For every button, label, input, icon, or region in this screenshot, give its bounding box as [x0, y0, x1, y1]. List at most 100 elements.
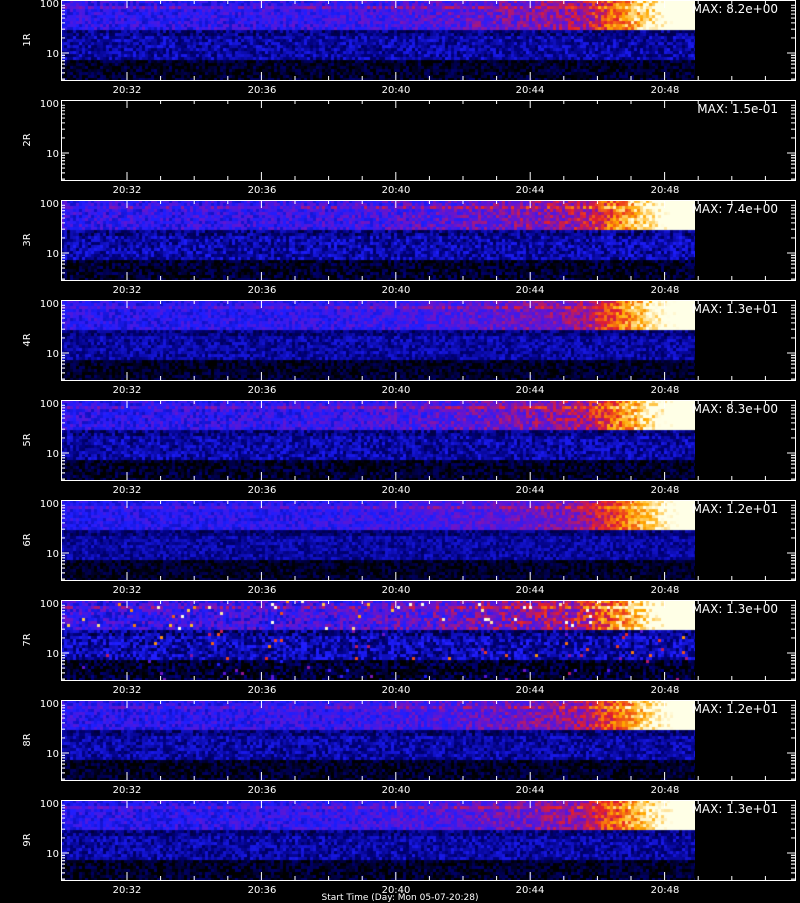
x-tick-label: 20:36 — [248, 685, 277, 696]
panel-9R: 100 10 9R 20:32 20:36 20:40 20:44 20:48 MAX: 1.3… — [0, 799, 800, 900]
plot-frame — [61, 400, 796, 481]
x-tick-label: 20:44 — [516, 585, 545, 596]
panel-label: 4R — [22, 333, 33, 346]
x-tick-label: 20:48 — [651, 385, 680, 396]
x-tick-label: 20:40 — [382, 85, 411, 96]
x-tick-label: 20:44 — [516, 685, 545, 696]
panel-7R: 100 10 7R 20:32 20:36 20:40 20:44 20:48 MAX: 1.3… — [0, 599, 800, 700]
x-tick-label: 20:36 — [248, 885, 277, 896]
heatmap-5R — [61, 400, 695, 480]
max-label: MAX: 1.3e+00 — [692, 602, 778, 616]
y-tick-label-10: 10 — [46, 849, 59, 860]
x-tick-label: 20:48 — [651, 485, 680, 496]
plot-frame — [61, 800, 796, 881]
plot-frame — [61, 0, 796, 81]
x-tick-label: 20:32 — [113, 85, 142, 96]
heatmap-1R — [61, 0, 695, 80]
y-tick-label-10: 10 — [46, 549, 59, 560]
y-tick-label-10: 10 — [46, 349, 59, 360]
x-tick-label: 20:44 — [516, 185, 545, 196]
max-label: MAX: 1.3e+01 — [692, 302, 778, 316]
panel-8R: 100 10 8R 20:32 20:36 20:40 20:44 20:48 MAX: 1.2… — [0, 699, 800, 800]
y-tick-label-100: 100 — [40, 299, 59, 310]
panel-svg: 100 10 9R 20:32 20:36 20:40 20:44 20:48 MAX: 1.3… — [22, 799, 796, 896]
panel-label: 7R — [22, 633, 33, 646]
x-tick-label: 20:40 — [382, 585, 411, 596]
x-tick-label: 20:36 — [248, 285, 277, 296]
y-tick-label-10: 10 — [46, 449, 59, 460]
x-tick-label: 20:32 — [113, 685, 142, 696]
panel-label: 6R — [22, 533, 33, 546]
x-tick-label: 20:44 — [516, 285, 545, 296]
panel-svg: 100 10 5R 20:32 20:36 20:40 20:44 20:48 MAX: 8.3… — [22, 399, 796, 496]
max-label: MAX: 1.3e+01 — [692, 802, 778, 816]
panel-label: 3R — [22, 233, 33, 246]
plot-frame — [61, 600, 796, 681]
y-tick-label-100: 100 — [40, 699, 59, 710]
panel-label: 1R — [22, 33, 33, 46]
heatmap-4R — [61, 300, 695, 380]
x-tick-label: 20:40 — [382, 285, 411, 296]
x-tick-label: 20:32 — [113, 585, 142, 596]
x-tick-label: 20:32 — [113, 785, 142, 796]
panel-svg: 100 10 4R 20:32 20:36 20:40 20:44 20:48 MAX: 1.3… — [22, 299, 796, 396]
x-tick-label: 20:48 — [651, 285, 680, 296]
x-tick-label: 20:40 — [382, 685, 411, 696]
plot-frame — [61, 100, 796, 181]
y-tick-label-100: 100 — [40, 0, 59, 10]
x-tick-label: 20:40 — [382, 485, 411, 496]
max-label: MAX: 1.2e+01 — [692, 702, 778, 716]
x-tick-label: 20:44 — [516, 85, 545, 96]
panel-label: 8R — [22, 733, 33, 746]
max-label: MAX: 8.3e+00 — [692, 402, 778, 416]
x-tick-label: 20:40 — [382, 785, 411, 796]
y-tick-label-100: 100 — [40, 799, 59, 810]
panel-svg: 100 10 3R 20:32 20:36 20:40 20:44 20:48 MAX: 7.4… — [22, 199, 796, 296]
x-tick-label: 20:36 — [248, 785, 277, 796]
x-tick-label: 20:36 — [248, 385, 277, 396]
x-tick-label: 20:32 — [113, 185, 142, 196]
panel-svg: 100 10 6R 20:32 20:36 20:40 20:44 20:48 MAX: 1.2… — [22, 499, 796, 596]
panel-svg: 100 10 8R 20:32 20:36 20:40 20:44 20:48 MAX: 1.2… — [22, 699, 796, 796]
x-tick-label: 20:48 — [651, 785, 680, 796]
y-tick-label-100: 100 — [40, 199, 59, 210]
y-tick-label-10: 10 — [46, 649, 59, 660]
panel-4R: 100 10 4R 20:32 20:36 20:40 20:44 20:48 MAX: 1.3… — [0, 299, 800, 400]
heatmap-9R — [61, 800, 695, 880]
y-tick-label-10: 10 — [46, 149, 59, 160]
x-tick-label: 20:44 — [516, 785, 545, 796]
x-tick-label: 20:32 — [113, 385, 142, 396]
y-tick-label-10: 10 — [46, 249, 59, 260]
plot-frame — [61, 500, 796, 581]
heatmap-6R — [61, 500, 695, 580]
plot-frame — [61, 700, 796, 781]
y-tick-label-100: 100 — [40, 399, 59, 410]
x-tick-label: 20:48 — [651, 185, 680, 196]
x-tick-label: 20:36 — [248, 85, 277, 96]
x-tick-label: 20:44 — [516, 485, 545, 496]
x-tick-label: 20:48 — [651, 885, 680, 896]
panel-svg: 100 10 7R 20:32 20:36 20:40 20:44 20:48 MAX: 1.3… — [22, 599, 796, 696]
x-tick-label: 20:48 — [651, 585, 680, 596]
panel-label: 5R — [22, 433, 33, 446]
heatmap-3R — [61, 200, 695, 280]
heatmap-7R — [61, 600, 695, 680]
x-tick-label: 20:44 — [516, 385, 545, 396]
x-tick-label: 20:32 — [113, 885, 142, 896]
max-label: MAX: 8.2e+00 — [692, 2, 778, 16]
y-tick-label-10: 10 — [46, 49, 59, 60]
x-axis-label: Start Time (Day: Mon 05-07-20:28) — [321, 893, 479, 903]
max-label: MAX: 7.4e+00 — [692, 202, 778, 216]
panel-svg: 100 10 2R 20:32 20:36 20:40 20:44 20:48 MAX: 1.5… — [22, 99, 796, 196]
x-tick-label: 20:40 — [382, 185, 411, 196]
plot-frame — [61, 300, 796, 381]
max-label: MAX: 1.5e-01 — [697, 102, 778, 116]
panel-6R: 100 10 6R 20:32 20:36 20:40 20:44 20:48 MAX: 1.2… — [0, 499, 800, 600]
panel-2R: 100 10 2R 20:32 20:36 20:40 20:44 20:48 MAX: 1.5… — [0, 99, 800, 200]
plot-frame — [61, 200, 796, 281]
y-tick-label-100: 100 — [40, 599, 59, 610]
panel-1R: 100 10 1R 20:32 20:36 20:40 20:44 20:48 MAX: 8.2… — [0, 0, 800, 100]
x-tick-label: 20:48 — [651, 685, 680, 696]
heatmap-8R — [61, 700, 695, 780]
x-tick-label: 20:36 — [248, 585, 277, 596]
